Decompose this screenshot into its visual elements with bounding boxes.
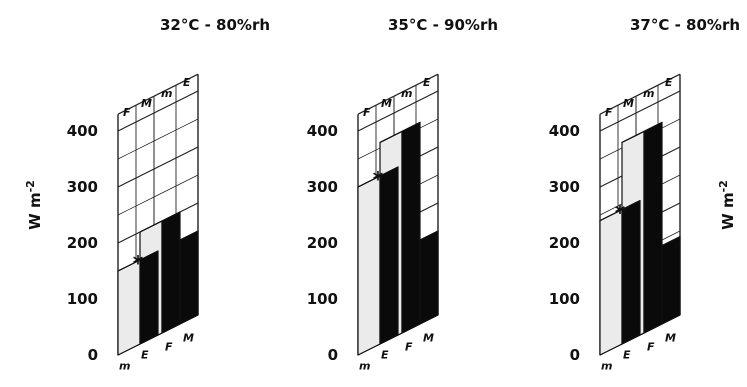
factor-label: m: [359, 360, 370, 373]
factor-label: E: [141, 349, 149, 362]
y-tick-label: 200: [549, 234, 580, 252]
bar-side-face: [419, 230, 439, 325]
factor-label: E: [381, 349, 389, 362]
factor-label: m: [119, 360, 130, 373]
factor-label: E: [665, 76, 673, 89]
factor-label: E: [183, 76, 191, 89]
y-tick-label: 100: [549, 290, 580, 308]
y-tick-label: 300: [307, 178, 338, 196]
bar-top-face: [599, 200, 641, 222]
factor-label: F: [605, 106, 613, 119]
factor-label: M: [623, 97, 634, 110]
significance-star: *: [373, 167, 384, 191]
factor-label: M: [381, 97, 392, 110]
y-tick-label: 200: [67, 234, 98, 252]
bar-side-face: [179, 230, 199, 325]
y-tick-label: 300: [549, 178, 580, 196]
bar-F-ṁ: *: [357, 166, 399, 356]
y-tick-label: 100: [307, 290, 338, 308]
bars: *: [599, 121, 681, 356]
bars: *: [357, 121, 439, 356]
factor-label: F: [363, 106, 371, 119]
bar-top-face: [117, 250, 159, 272]
factor-label: M: [141, 97, 152, 110]
wall-top: [357, 95, 395, 115]
bar-side-face: [643, 121, 663, 334]
bar-side-face: [379, 166, 399, 345]
factor-label: F: [165, 341, 173, 354]
wall-top: [393, 73, 439, 97]
factor-label: F: [405, 341, 413, 354]
panel-title: 32°C - 80%rh: [160, 16, 270, 34]
panel-title: 35°C - 90%rh: [388, 16, 498, 34]
y-tick-label: 0: [570, 346, 580, 364]
bar-side-face: [401, 121, 421, 334]
bar-top-face: [357, 166, 399, 188]
bars: **: [117, 211, 199, 356]
bar-top-face: [621, 121, 663, 143]
y-tick-label: 0: [88, 346, 98, 364]
wall-top: [117, 95, 155, 115]
significance-star: *: [615, 201, 626, 225]
bar-front-face: [357, 175, 381, 356]
factor-label: m: [161, 87, 172, 100]
y-tick-label: 0: [328, 346, 338, 364]
y-tick-label: 100: [67, 290, 98, 308]
panel-title: 37°C - 80%rh: [630, 16, 740, 34]
y-tick-label: 400: [67, 122, 98, 140]
bar-front-face: [599, 209, 623, 356]
factor-label: m: [601, 360, 612, 373]
factor-label: M: [183, 332, 194, 345]
factor-label: F: [123, 106, 131, 119]
wall-top: [635, 73, 681, 97]
y-axis-label-right: W m-2: [717, 180, 737, 230]
bar-F-ṁ: *: [599, 200, 641, 356]
significance-star: *: [133, 251, 144, 275]
factor-label: E: [423, 76, 431, 89]
y-tick-label: 400: [307, 122, 338, 140]
wall-top: [599, 95, 637, 115]
y-tick-label: 300: [67, 178, 98, 196]
factor-label: m: [643, 87, 654, 100]
wall-top: [153, 73, 199, 97]
bar-top-face: [139, 211, 181, 233]
bar-side-face: [161, 211, 181, 334]
factor-label: F: [647, 341, 655, 354]
y-tick-label: 200: [307, 234, 338, 252]
bar-top-face: [379, 121, 421, 143]
factor-label: M: [665, 332, 676, 345]
y-tick-label: 400: [549, 122, 580, 140]
bar-F-ṁ: *: [117, 250, 159, 356]
y-axis-label: W m-2: [24, 180, 44, 230]
factor-label: M: [423, 332, 434, 345]
factor-label: m: [401, 87, 412, 100]
bar-side-face: [661, 236, 681, 325]
factor-label: E: [623, 349, 631, 362]
